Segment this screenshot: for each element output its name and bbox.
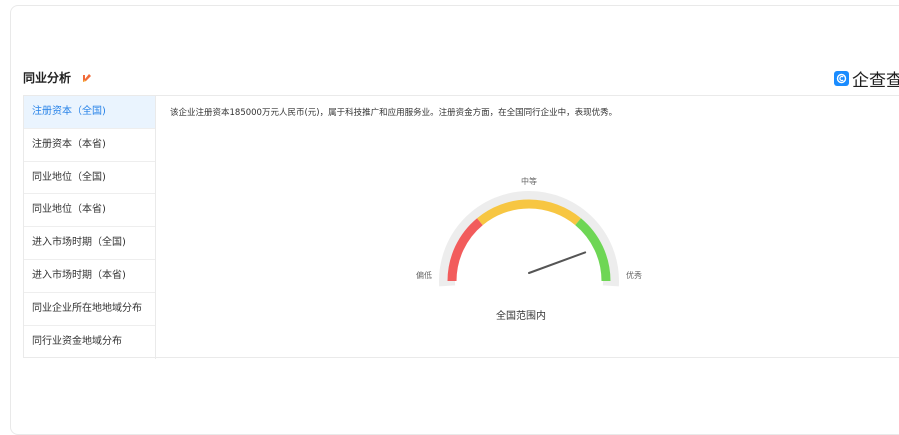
sidebar-item-registered-capital-province[interactable]: 注册资本（本省) — [24, 129, 155, 162]
scope-label: 全国范围内 — [496, 311, 546, 322]
sidebar-item-registered-capital-national[interactable]: 注册资本（全国) — [24, 96, 155, 129]
brand-name: 企查查 — [852, 71, 899, 91]
sidebar-item-peer-location-distribution[interactable]: 同业企业所在地地域分布 — [24, 293, 155, 326]
gauge-segment-mid — [477, 199, 581, 226]
gauge-segment-high — [575, 218, 611, 282]
analysis-panel: 注册资本（全国) 注册资本（本省) 同业地位（全国) 同业地位（本省) 进入市场… — [23, 95, 899, 359]
sidebar-item-capital-region-distribution[interactable]: 同行业资金地域分布 — [32, 335, 122, 347]
brand-logo: 企查查 — [834, 66, 899, 91]
sidebar-item-industry-rank-province[interactable]: 同业地位（本省) — [24, 194, 155, 228]
sidebar-item-market-entry-province[interactable]: 进入市场时期（本省) — [24, 260, 155, 293]
section-title-text: 同业分析 — [23, 71, 72, 85]
sidebar-item-market-entry-national[interactable]: 进入市场时期（全国) — [24, 227, 155, 260]
gauge-label-high: 优秀 — [626, 270, 642, 280]
content-area: 该企业注册资本185000万元人民币(元)，属于科技推广和应用服务业。注册资金方… — [159, 96, 899, 357]
section-title: 同业分析 — [23, 69, 93, 86]
pen-icon — [81, 72, 93, 84]
gauge-track — [439, 191, 619, 287]
analysis-card — [10, 5, 899, 435]
gauge-label-mid: 中等 — [521, 176, 537, 186]
gauge-needle — [528, 251, 587, 274]
gauge-segment-low — [447, 218, 483, 282]
gauge-label-low: 偏低 — [416, 270, 432, 280]
sidebar-item-industry-rank-national[interactable]: 同业地位（全国) — [24, 162, 155, 195]
gauge: 偏低 中等优秀 — [399, 156, 659, 296]
brand-mark-icon — [834, 71, 849, 86]
sidebar: 注册资本（全国) 注册资本（本省) 同业地位（全国) 同业地位（本省) 进入市场… — [24, 96, 156, 359]
description-text: 该企业注册资本185000万元人民币(元)，属于科技推广和应用服务业。注册资金方… — [170, 108, 618, 118]
